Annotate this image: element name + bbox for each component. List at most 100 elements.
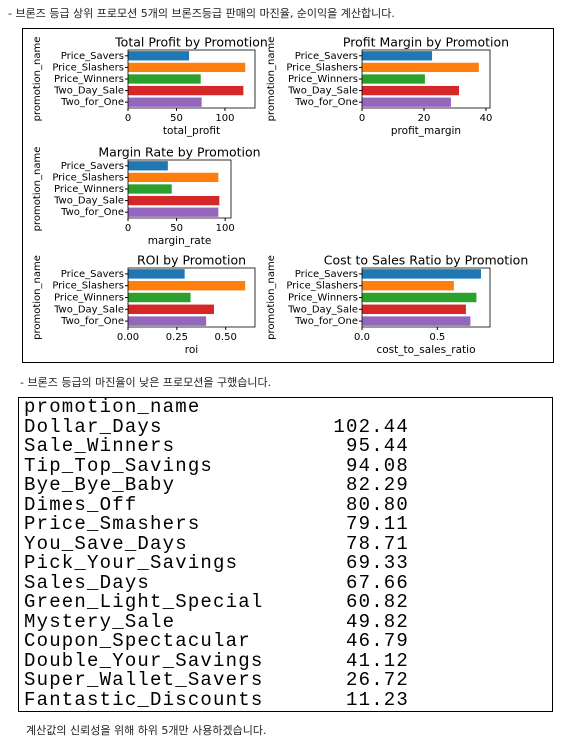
margin-value: 102.44 — [333, 415, 409, 438]
y-tick-label: Price_Slashers — [286, 281, 358, 292]
y-axis-label: promotion_name — [32, 147, 43, 232]
x-axis-label: total_profit — [163, 125, 220, 137]
y-tick-label: Two_Day_Sale — [53, 86, 124, 97]
intro-text: - 브론즈 등급 상위 프로모션 5개의 브론즈등급 판매의 마진율, 순이익을… — [8, 7, 395, 20]
x-tick-label: 100 — [216, 223, 235, 234]
bar — [128, 269, 185, 279]
y-tick-label: Price_Slashers — [52, 62, 124, 73]
margin-value: 95.44 — [345, 435, 409, 457]
promotion-name: Dollar_Days — [24, 415, 163, 438]
x-axis-label: margin_rate — [148, 235, 212, 247]
margin-value: 67.66 — [345, 571, 409, 594]
bar — [362, 97, 451, 107]
bar — [128, 172, 219, 183]
y-tick-label: Price_Winners — [54, 184, 124, 195]
y-tick-label: Two_for_One — [60, 97, 124, 108]
note-text: - 브론즈 등급의 마진율이 낮은 프로모션을 구했습니다. — [20, 376, 272, 389]
margin-value: 82.29 — [345, 474, 409, 496]
promotion-name: Price_Smashers — [24, 513, 201, 535]
bar — [128, 51, 190, 61]
x-tick-label: 0 — [125, 223, 131, 234]
axes-frame — [127, 267, 256, 328]
promotion-name: Pick_Your_Savings — [24, 552, 239, 574]
margin-value: 46.79 — [345, 630, 409, 652]
y-tick-label: Two_for_One — [60, 207, 124, 218]
bar — [362, 316, 471, 326]
x-tick-label: 50 — [170, 223, 183, 234]
y-tick-label: Price_Slashers — [52, 281, 124, 292]
bar — [362, 292, 477, 303]
promotion-name: Dimes_Off — [24, 493, 138, 516]
y-tick-label: Price_Savers — [61, 51, 124, 62]
y-tick-label: Price_Slashers — [286, 62, 358, 73]
promotion-name: Coupon_Spectacular — [24, 630, 251, 652]
chart-title: ROI by Promotion — [137, 253, 246, 268]
y-tick-label: Price_Winners — [288, 293, 358, 304]
axes-frame — [361, 49, 491, 109]
bar — [128, 280, 246, 291]
promotion-name: Bye_Bye_Baby — [24, 474, 176, 496]
chart-title: Total Profit by Promotion — [114, 35, 268, 50]
bar — [362, 62, 479, 73]
promotion-name: Double_Your_Savings — [24, 649, 264, 672]
y-axis-label: promotion_name — [32, 255, 43, 340]
y-tick-label: Price_Savers — [295, 269, 358, 280]
bar — [128, 62, 246, 73]
footer-text: 계산값의 신뢰성을 위해 하위 5개만 사용하겠습니다. — [26, 724, 267, 737]
y-tick-label: Price_Slashers — [52, 172, 124, 183]
y-tick-label: Two_Day_Sale — [53, 196, 124, 207]
y-axis-label: promotion_name — [266, 255, 277, 340]
bar — [128, 97, 202, 107]
bar — [362, 51, 433, 61]
bar — [128, 85, 244, 96]
y-tick-label: Price_Savers — [61, 269, 124, 280]
x-tick-label: 40 — [480, 113, 493, 124]
y-tick-label: Two_Day_Sale — [287, 304, 358, 315]
margin-value: 26.72 — [345, 669, 409, 691]
x-axis-label: profit_margin — [391, 125, 461, 137]
figure: Total Profit by PromotionPrice_SaversPri… — [22, 28, 554, 363]
bar — [128, 74, 201, 84]
y-tick-label: Price_Winners — [288, 74, 358, 85]
promotion-name: Tip_Top_Savings — [24, 454, 214, 477]
axes-frame — [361, 267, 491, 328]
x-tick-label: 100 — [215, 113, 234, 124]
promotion-name: Sales_Days — [24, 571, 151, 594]
chart-title: Profit Margin by Promotion — [343, 35, 509, 50]
bar — [128, 161, 168, 171]
y-tick-label: Two_Day_Sale — [53, 304, 124, 315]
y-tick-label: Price_Savers — [295, 51, 358, 62]
result-table: promotion_name Dollar_Days 102.44 Sale_Winn… — [18, 397, 553, 712]
promotion-name: Sale_Winners — [24, 435, 176, 457]
margin-value: 69.33 — [345, 552, 409, 574]
promotion-name: Green_Light_Special — [24, 591, 264, 613]
margin-value: 49.82 — [345, 610, 409, 633]
x-tick-label: 0.00 — [117, 332, 139, 343]
y-tick-label: Price_Savers — [61, 161, 124, 172]
bar — [362, 85, 460, 96]
bar — [128, 195, 220, 206]
chart-title: Margin Rate by Promotion — [98, 145, 260, 160]
x-axis-label: roi — [185, 344, 198, 356]
x-tick-label: 0.5 — [429, 332, 445, 343]
y-tick-label: Price_Winners — [54, 293, 124, 304]
x-tick-label: 0.25 — [166, 332, 188, 343]
bar — [362, 269, 481, 279]
y-axis-label: promotion_name — [266, 37, 277, 122]
margin-value: 80.80 — [345, 493, 409, 516]
y-tick-label: Two_for_One — [294, 97, 358, 108]
x-tick-label: 0 — [125, 113, 131, 124]
promotion-name: Mystery_Sale — [24, 610, 176, 633]
bar — [128, 292, 191, 303]
margin-value: 94.08 — [345, 454, 409, 477]
y-tick-label: Two_Day_Sale — [287, 86, 358, 97]
bar — [362, 74, 425, 84]
promotion-name: Super_Wallet_Savers — [24, 669, 264, 691]
y-tick-label: Two_for_One — [294, 316, 358, 327]
y-tick-label: Two_for_One — [60, 316, 124, 327]
bar — [128, 304, 214, 315]
x-tick-label: 0.50 — [215, 332, 237, 343]
margin-value: 11.23 — [345, 688, 409, 711]
bar — [128, 184, 172, 194]
